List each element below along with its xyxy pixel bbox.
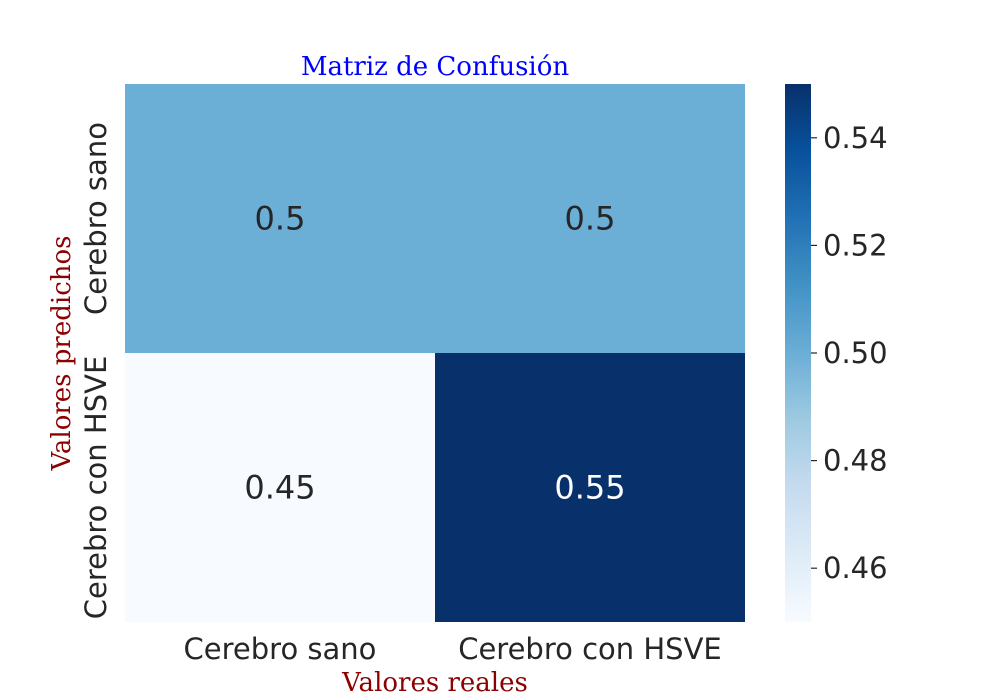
heatmap-cell <box>435 353 745 622</box>
heatmap-cell-labels: 0.5 0.5 0.45 0.55 <box>244 200 625 507</box>
heatmap-cells <box>125 84 745 622</box>
heatmap-cell <box>125 84 435 353</box>
colorbar <box>785 84 811 622</box>
chart-title: Matriz de Confusión <box>301 52 570 82</box>
colorbar-tick-label: 0.54 <box>823 121 888 155</box>
colorbar-tick-label: 0.46 <box>823 551 888 585</box>
y-tick-labels: Cerebro sano Cerebro con HSVE <box>79 122 113 619</box>
cell-value-label: 0.55 <box>554 469 625 507</box>
heatmap-cell <box>125 353 435 622</box>
colorbar-tick-label: 0.48 <box>823 444 888 478</box>
x-tick-labels: Cerebro sano Cerebro con HSVE <box>184 632 722 666</box>
cell-value-label: 0.5 <box>565 200 616 238</box>
y-axis-label: Valores predichos <box>47 235 77 471</box>
x-axis-label: Valores reales <box>341 668 528 698</box>
colorbar-tick-label: 0.52 <box>823 228 888 262</box>
y-tick-label: Cerebro sano <box>79 122 113 315</box>
cell-value-label: 0.5 <box>255 200 306 238</box>
heatmap-cell <box>435 84 745 353</box>
y-tick-label: Cerebro con HSVE <box>79 356 113 620</box>
x-tick-label: Cerebro con HSVE <box>458 632 722 666</box>
x-tick-label: Cerebro sano <box>184 632 377 666</box>
colorbar-ticks: 0.46 0.48 0.50 0.52 0.54 <box>811 121 888 585</box>
cell-value-label: 0.45 <box>244 469 315 507</box>
colorbar-tick-label: 0.50 <box>823 336 888 370</box>
